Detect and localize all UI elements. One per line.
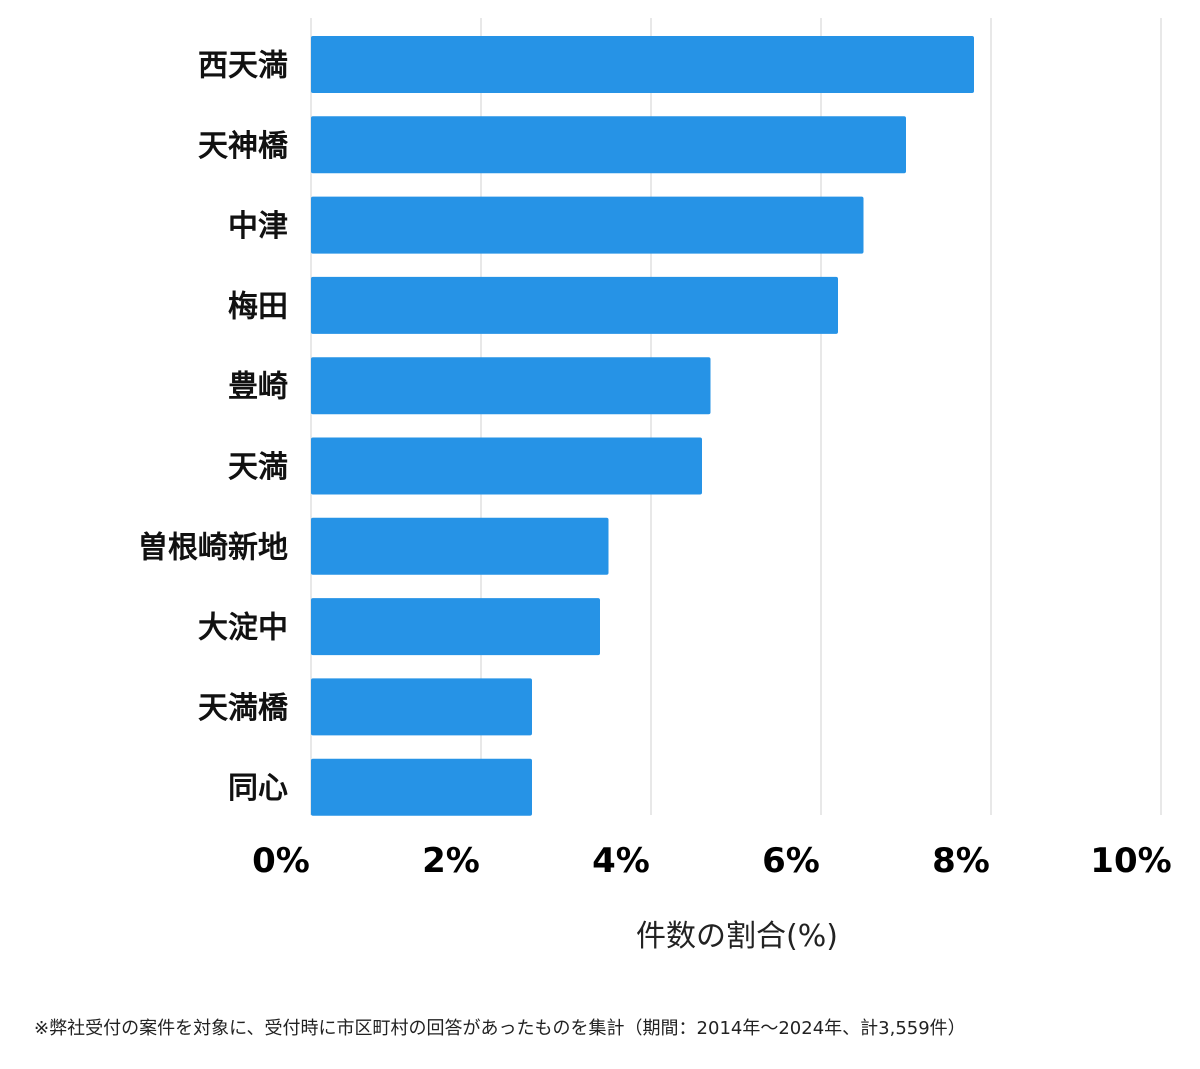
bar-同心 bbox=[311, 758, 532, 816]
category-label: 曽根崎新地 bbox=[138, 530, 288, 565]
bars bbox=[311, 36, 974, 816]
x-tick-label: 10% bbox=[1090, 841, 1171, 881]
bar-天満 bbox=[311, 437, 702, 495]
bar-中津 bbox=[311, 196, 864, 254]
bar-天神橋 bbox=[311, 116, 906, 174]
category-label: 天神橋 bbox=[198, 129, 289, 164]
bar-西天満 bbox=[311, 36, 974, 93]
bar-天満橋 bbox=[311, 678, 532, 736]
category-label: 同心 bbox=[228, 771, 288, 806]
x-tick-label: 6% bbox=[762, 841, 820, 881]
category-label: 天満橋 bbox=[198, 691, 289, 726]
x-tick-label: 0% bbox=[252, 841, 310, 881]
category-label: 天満 bbox=[228, 450, 288, 485]
bar-大淀中 bbox=[311, 598, 600, 656]
x-tick-label: 8% bbox=[932, 841, 990, 881]
category-label: 豊崎 bbox=[228, 370, 288, 405]
x-tick-label: 2% bbox=[422, 841, 480, 881]
bar-曽根崎新地 bbox=[311, 517, 609, 575]
x-tick-labels: 0% 2% 4% 6% 8% 10% bbox=[252, 841, 1172, 881]
x-axis-title: 件数の割合(%) bbox=[636, 919, 838, 954]
footnote: ※弊社受付の案件を対象に、受付時に市区町村の回答があったものを集計（期間：201… bbox=[34, 1018, 966, 1039]
category-label: 西天満 bbox=[198, 49, 288, 84]
category-label: 大淀中 bbox=[198, 611, 288, 646]
category-label: 中津 bbox=[228, 209, 288, 244]
x-tick-label: 4% bbox=[592, 841, 650, 881]
bar-梅田 bbox=[311, 276, 838, 334]
bar-豊崎 bbox=[311, 357, 711, 415]
category-label: 梅田 bbox=[228, 289, 288, 324]
